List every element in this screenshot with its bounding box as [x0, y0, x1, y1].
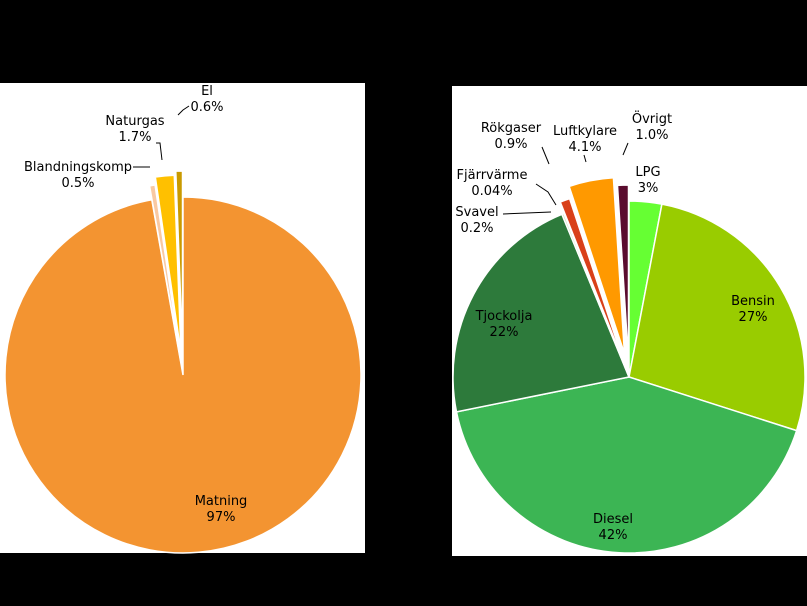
leader-line-svavel [502, 211, 552, 215]
pie-slice-el [175, 170, 184, 350]
left-pie: Matning 97% Blandningskomp 0.5% Naturgas 1.7%… [4, 84, 362, 554]
slice-name: Diesel [593, 512, 633, 527]
slice-name: Luftkylare [553, 124, 617, 139]
data-label-fjarrvarme: Fjärrvärme 0.04% [457, 168, 528, 199]
right-pie: LPG 3% Bensin 27% Diesel 42% Tjockolja 22% Svave… [452, 110, 806, 554]
pie-slice-bensin [628, 203, 806, 432]
data-label-diesel: Diesel 42% [593, 512, 633, 543]
slice-name: Matning [195, 494, 248, 509]
slice-name: Tjockolja [475, 309, 533, 324]
slice-name: Fjärrvärme [457, 168, 528, 183]
slice-name: El [201, 84, 213, 99]
slice-value: 3% [638, 181, 659, 196]
slice-name: Svavel [455, 205, 498, 220]
slice-name: Blandningskomp [24, 160, 132, 175]
data-label-rokgaser: Rökgaser 0.9% [481, 121, 542, 152]
data-label-naturgas: Naturgas 1.7% [105, 114, 164, 145]
slice-name: Rökgaser [481, 121, 542, 136]
slice-name: Naturgas [105, 114, 164, 129]
leader-line-el [177, 105, 190, 116]
slice-value: 42% [599, 528, 628, 543]
slice-value: 4.1% [568, 140, 601, 155]
pie-slice-blandningskomp [148, 184, 182, 362]
slice-value: 27% [739, 310, 768, 325]
slice-value: 0.2% [460, 221, 493, 236]
leader-line-luftkylare [583, 154, 587, 163]
leader-line-fjarrvarme [535, 183, 557, 206]
slice-value: 97% [207, 510, 236, 525]
slice-value: 1.0% [635, 128, 668, 143]
leader-line-rokgaser [541, 146, 550, 165]
data-label-tjockolja: Tjockolja 22% [475, 309, 533, 340]
data-label-lpg: LPG 3% [635, 165, 660, 196]
pie-slice-ovrigt [616, 184, 630, 362]
slice-name: Bensin [731, 294, 775, 309]
data-label-blandningskomp: Blandningskomp 0.5% [24, 160, 132, 191]
slice-value: 1.7% [118, 130, 151, 145]
pie-slice-diesel [455, 376, 798, 554]
slice-name: Övrigt [632, 110, 672, 127]
slice-name: LPG [635, 165, 660, 180]
slice-value: 0.5% [61, 176, 94, 191]
data-label-matning: Matning 97% [195, 494, 248, 525]
data-label-bensin: Bensin 27% [731, 294, 775, 325]
data-label-ovrigt: Övrigt 1.0% [632, 110, 672, 143]
leader-line-ovrigt [622, 142, 629, 156]
slice-value: 22% [490, 325, 519, 340]
data-label-svavel: Svavel 0.2% [455, 205, 498, 236]
pie-slice-naturgas [154, 174, 182, 354]
pie-slice-matning [4, 196, 362, 554]
data-label-luftkylare: Luftkylare 4.1% [553, 124, 617, 155]
slice-value: 0.9% [494, 137, 527, 152]
slice-value: 0.04% [471, 184, 512, 199]
pie-slice-tjockolja [452, 213, 631, 413]
pie-slice-rokgaser [559, 197, 626, 366]
leader-line-naturgas [156, 142, 163, 161]
data-label-el: El 0.6% [190, 84, 223, 115]
pie-slice-luftkylare [568, 176, 626, 354]
slice-value: 0.6% [190, 100, 223, 115]
